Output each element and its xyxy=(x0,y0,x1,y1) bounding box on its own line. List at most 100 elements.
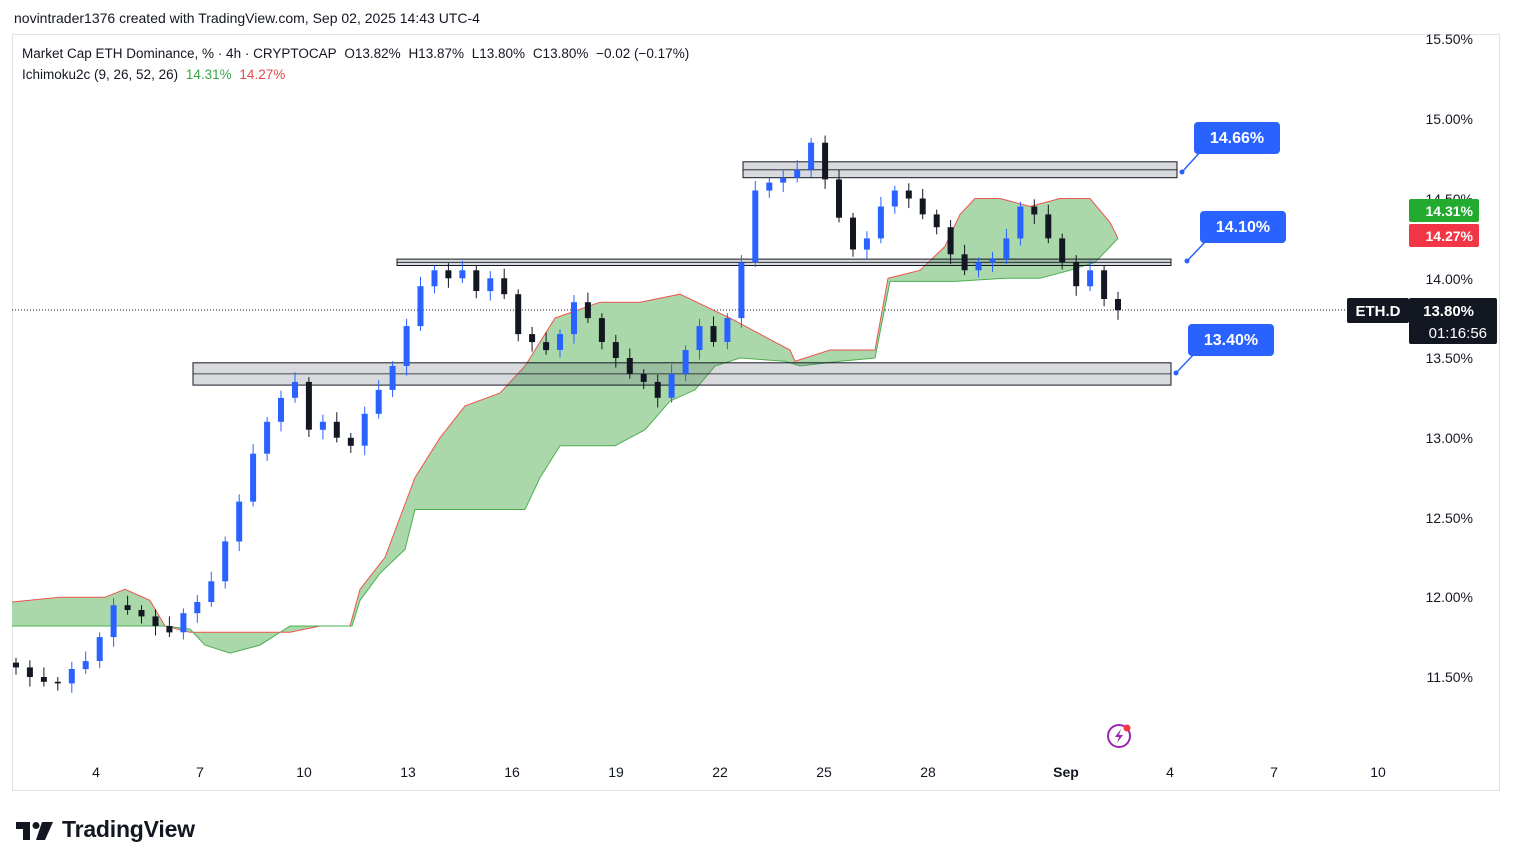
candle[interactable] xyxy=(989,251,996,272)
chart-frame xyxy=(12,34,1500,791)
candle[interactable] xyxy=(808,137,815,177)
candle[interactable] xyxy=(305,377,312,437)
candle[interactable] xyxy=(333,412,340,443)
candle[interactable] xyxy=(152,609,159,636)
legend-change: −0.02 (−0.17%) xyxy=(596,46,690,61)
candle[interactable] xyxy=(877,196,884,244)
candle[interactable] xyxy=(222,536,229,589)
candle[interactable] xyxy=(752,181,759,268)
candle-body xyxy=(612,342,619,358)
candle[interactable] xyxy=(780,170,787,193)
candle[interactable] xyxy=(473,265,480,299)
candle[interactable] xyxy=(194,594,201,623)
candle[interactable] xyxy=(459,260,466,283)
time-axis[interactable]: 4 7 10 13 16 19 22 25 28 Sep 4 7 10 xyxy=(92,764,1386,780)
candle[interactable] xyxy=(1115,291,1121,320)
symbol-legend[interactable]: Market Cap ETH Dominance, % · 4h · CRYPT… xyxy=(22,46,693,61)
candle[interactable] xyxy=(891,185,898,214)
candle[interactable] xyxy=(863,231,870,260)
candle[interactable] xyxy=(1045,204,1052,244)
tradingview-logo[interactable]: TradingView xyxy=(16,816,195,843)
candle[interactable] xyxy=(584,292,591,323)
candle-body xyxy=(626,358,633,374)
candle[interactable] xyxy=(319,414,326,440)
candle[interactable] xyxy=(180,608,187,640)
candle[interactable] xyxy=(696,318,703,360)
candle[interactable] xyxy=(919,188,926,220)
candle[interactable] xyxy=(264,417,271,461)
candle[interactable] xyxy=(445,263,452,288)
flash-icon[interactable] xyxy=(1107,724,1131,748)
candle[interactable] xyxy=(836,169,842,223)
candle[interactable] xyxy=(1073,255,1080,296)
candle[interactable] xyxy=(389,361,396,398)
candle[interactable] xyxy=(975,257,982,278)
candle[interactable] xyxy=(850,212,856,257)
level-zones[interactable] xyxy=(192,161,1178,386)
candle[interactable] xyxy=(654,374,661,408)
indicator-legend[interactable]: Ichimoku2c (9, 26, 52, 26) 14.31% 14.27% xyxy=(22,67,289,82)
candle[interactable] xyxy=(933,209,940,235)
candle[interactable] xyxy=(40,667,47,687)
candle[interactable] xyxy=(1017,201,1024,246)
candle[interactable] xyxy=(208,571,215,607)
candle[interactable] xyxy=(138,605,145,624)
price-callouts[interactable]: 14.66% 14.10% 13.40% xyxy=(1173,122,1287,376)
candle[interactable] xyxy=(640,369,647,390)
price-callout[interactable]: 14.10% xyxy=(1184,211,1287,264)
candle[interactable] xyxy=(1101,265,1108,307)
price-callout[interactable]: 14.66% xyxy=(1179,122,1281,175)
candle[interactable] xyxy=(710,316,717,347)
candle[interactable] xyxy=(13,657,19,675)
price-callout[interactable]: 13.40% xyxy=(1173,324,1275,376)
candle[interactable] xyxy=(124,595,131,615)
candle[interactable] xyxy=(417,276,424,331)
candle[interactable] xyxy=(543,332,550,355)
candle[interactable] xyxy=(961,244,968,276)
candle[interactable] xyxy=(626,348,633,379)
candle[interactable] xyxy=(822,135,829,189)
candle[interactable] xyxy=(96,632,103,669)
candle[interactable] xyxy=(1059,233,1066,270)
candle[interactable] xyxy=(110,598,117,647)
candle[interactable] xyxy=(905,183,912,209)
candle[interactable] xyxy=(1087,260,1094,291)
candle[interactable] xyxy=(236,494,243,551)
candle[interactable] xyxy=(724,313,731,350)
candle-body xyxy=(989,259,996,263)
price-axis[interactable]: 15.50% 15.00% 14.50% 14.00% 13.50% 13.00… xyxy=(1347,31,1497,685)
candle[interactable] xyxy=(571,295,577,344)
candle[interactable] xyxy=(347,433,354,453)
candle[interactable] xyxy=(68,661,75,693)
candle[interactable] xyxy=(166,616,173,638)
candle[interactable] xyxy=(292,372,298,403)
candle[interactable] xyxy=(766,177,773,198)
candle[interactable] xyxy=(487,271,494,301)
candle[interactable] xyxy=(668,364,675,403)
candle[interactable] xyxy=(375,380,382,419)
candle[interactable] xyxy=(738,255,745,328)
candle[interactable] xyxy=(501,268,508,299)
candle[interactable] xyxy=(54,677,61,691)
candle[interactable] xyxy=(515,289,522,342)
candle[interactable] xyxy=(82,651,89,674)
candle[interactable] xyxy=(403,318,410,376)
candles[interactable] xyxy=(13,135,1121,693)
candle[interactable] xyxy=(1031,199,1038,224)
candle[interactable] xyxy=(278,390,284,432)
candle-body xyxy=(1073,262,1080,287)
candle[interactable] xyxy=(250,444,257,507)
candle[interactable] xyxy=(26,660,33,687)
candle[interactable] xyxy=(557,329,563,358)
candle[interactable] xyxy=(529,326,536,352)
candle[interactable] xyxy=(794,160,801,183)
candle[interactable] xyxy=(947,220,954,264)
candle[interactable] xyxy=(682,345,689,382)
candle[interactable] xyxy=(598,313,605,350)
candle[interactable] xyxy=(361,406,368,456)
candle[interactable] xyxy=(612,334,619,368)
candle[interactable] xyxy=(1003,228,1010,264)
candle-body xyxy=(1031,206,1038,215)
candle[interactable] xyxy=(431,265,438,294)
